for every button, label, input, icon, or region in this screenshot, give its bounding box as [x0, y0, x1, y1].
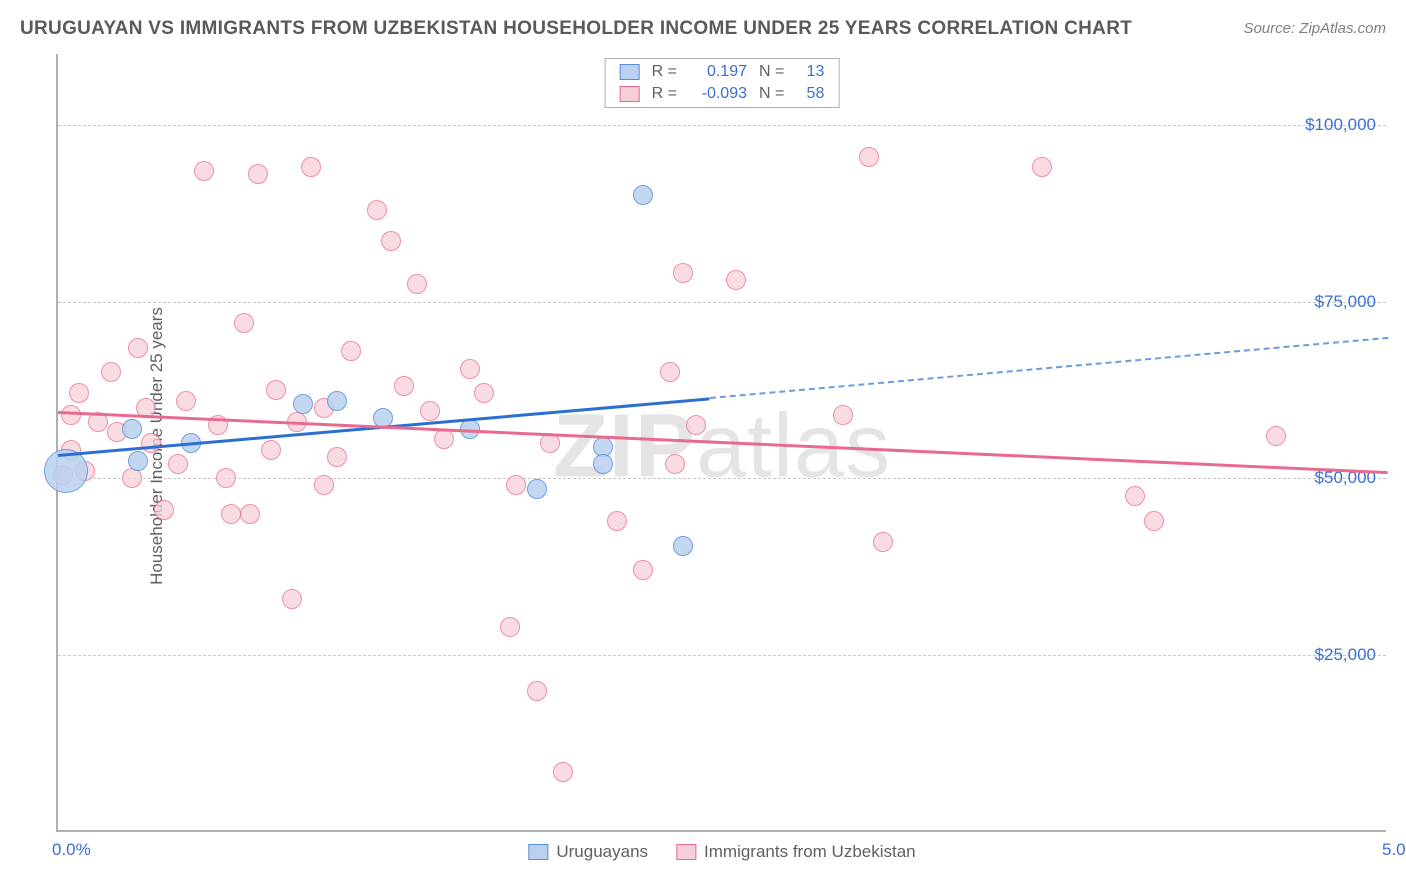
legend-item: Immigrants from Uzbekistan — [676, 842, 916, 862]
data-point — [873, 532, 893, 552]
data-point — [420, 401, 440, 421]
data-point — [394, 376, 414, 396]
data-point — [194, 161, 214, 181]
data-point — [327, 391, 347, 411]
data-point — [248, 164, 268, 184]
y-tick-label: $75,000 — [1315, 292, 1376, 312]
plot-area: ZIPatlas R = 0.197 N = 13 R = -0.093 N =… — [56, 54, 1386, 832]
r-value: -0.093 — [689, 85, 747, 103]
r-value: 0.197 — [689, 63, 747, 81]
data-point — [660, 362, 680, 382]
data-point — [301, 157, 321, 177]
data-point — [176, 391, 196, 411]
gridline — [58, 478, 1386, 479]
gridline — [58, 302, 1386, 303]
r-label: R = — [652, 63, 677, 81]
data-point — [154, 500, 174, 520]
data-point — [1125, 486, 1145, 506]
data-point — [122, 468, 142, 488]
legend-label: Uruguayans — [556, 842, 648, 862]
data-point — [282, 589, 302, 609]
swatch-blue — [528, 844, 548, 860]
chart-title: URUGUAYAN VS IMMIGRANTS FROM UZBEKISTAN … — [20, 18, 1132, 40]
n-value: 13 — [796, 63, 824, 81]
data-point — [527, 681, 547, 701]
data-point — [381, 231, 401, 251]
data-point — [506, 475, 526, 495]
r-label: R = — [652, 85, 677, 103]
data-point — [527, 479, 547, 499]
x-tick-label: 5.0% — [1382, 840, 1406, 860]
data-point — [474, 383, 494, 403]
y-tick-label: $100,000 — [1305, 115, 1376, 135]
data-point — [69, 383, 89, 403]
trend-line — [58, 411, 1388, 474]
data-point — [293, 394, 313, 414]
data-point — [859, 147, 879, 167]
n-value: 58 — [796, 85, 824, 103]
data-point — [367, 200, 387, 220]
trend-line — [710, 337, 1388, 399]
data-point — [553, 762, 573, 782]
data-point — [128, 338, 148, 358]
data-point — [327, 447, 347, 467]
data-point — [261, 440, 281, 460]
data-point — [633, 560, 653, 580]
data-point — [266, 380, 286, 400]
legend-stats-row: R = -0.093 N = 58 — [606, 83, 839, 105]
gridline — [58, 125, 1386, 126]
data-point — [686, 415, 706, 435]
data-point — [240, 504, 260, 524]
data-point — [607, 511, 627, 531]
n-label: N = — [759, 63, 784, 81]
data-point — [665, 454, 685, 474]
data-point — [726, 270, 746, 290]
data-point — [101, 362, 121, 382]
swatch-pink — [676, 844, 696, 860]
swatch-pink — [620, 86, 640, 102]
data-point — [1266, 426, 1286, 446]
data-point — [1144, 511, 1164, 531]
legend-series: Uruguayans Immigrants from Uzbekistan — [528, 842, 915, 862]
data-point — [500, 617, 520, 637]
legend-stats: R = 0.197 N = 13 R = -0.093 N = 58 — [605, 58, 840, 108]
data-point — [673, 263, 693, 283]
y-tick-label: $25,000 — [1315, 645, 1376, 665]
gridline — [58, 655, 1386, 656]
data-point — [221, 504, 241, 524]
data-point — [633, 185, 653, 205]
data-point — [234, 313, 254, 333]
swatch-blue — [620, 64, 640, 80]
legend-item: Uruguayans — [528, 842, 648, 862]
source-label: Source: ZipAtlas.com — [1243, 20, 1386, 37]
data-point — [1032, 157, 1052, 177]
data-point — [434, 429, 454, 449]
data-point — [833, 405, 853, 425]
legend-label: Immigrants from Uzbekistan — [704, 842, 916, 862]
data-point — [593, 454, 613, 474]
data-point — [341, 341, 361, 361]
data-point — [122, 419, 142, 439]
data-point — [128, 451, 148, 471]
data-point — [460, 359, 480, 379]
data-point — [673, 536, 693, 556]
legend-stats-row: R = 0.197 N = 13 — [606, 61, 839, 83]
data-point — [141, 433, 161, 453]
data-point — [407, 274, 427, 294]
n-label: N = — [759, 85, 784, 103]
data-point — [168, 454, 188, 474]
x-tick-label: 0.0% — [52, 840, 91, 860]
data-point — [314, 475, 334, 495]
data-point — [216, 468, 236, 488]
